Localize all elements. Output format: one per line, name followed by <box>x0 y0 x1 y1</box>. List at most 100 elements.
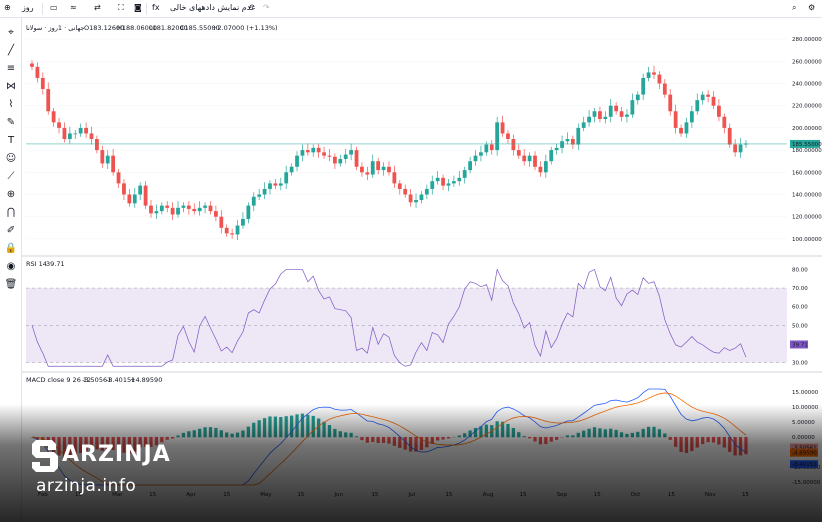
candle-body <box>641 77 646 95</box>
pattern-icon[interactable]: ⋈ <box>6 81 16 92</box>
candle-body <box>143 185 148 206</box>
ruler-icon[interactable]: ⟋ <box>7 171 15 182</box>
x-tick-label: Sep <box>557 492 568 498</box>
candle-body <box>100 150 105 164</box>
candle-body <box>424 188 429 195</box>
candle-body <box>154 211 159 214</box>
lock-drawing-icon[interactable]: ✐ <box>6 225 16 236</box>
ohlc-close: C185.55000 <box>180 24 220 32</box>
candle-body <box>538 166 543 173</box>
candle-body <box>435 177 440 182</box>
brush-icon[interactable]: ✎ <box>6 117 16 128</box>
macd-histogram-bar <box>306 414 310 438</box>
candle-body <box>57 122 61 128</box>
price-tick-label: 200.00000 <box>792 126 822 132</box>
x-tick-label: Nov <box>705 492 716 498</box>
search-icon[interactable]: ⌕ <box>792 3 797 12</box>
candle-body <box>722 116 727 128</box>
candle-body <box>246 205 251 219</box>
rsi-title: RSI 14 <box>26 260 47 268</box>
candle-body <box>132 194 137 204</box>
macd-histogram-bar <box>446 437 451 439</box>
ohlc-low: L181.82000 <box>149 24 188 32</box>
empty-data-toggle[interactable]: عدم نمایش دادههای خالی <box>170 3 256 12</box>
price-tick-label: 180.00000 <box>792 148 822 154</box>
candle-body <box>598 111 602 120</box>
rsi-tick-label: 70.00 <box>792 286 808 292</box>
text-icon[interactable]: T <box>7 135 15 146</box>
fullscreen-icon[interactable]: ⛶ <box>118 3 124 12</box>
macd-histogram-bar <box>571 435 575 438</box>
fib-icon[interactable]: ≡ <box>6 63 16 74</box>
candle-body <box>127 194 132 204</box>
trendline-icon[interactable]: ╱ <box>7 45 15 56</box>
candle-body <box>322 152 326 156</box>
macd-histogram-bar <box>576 432 580 438</box>
timeframe-button[interactable]: روز <box>22 3 34 12</box>
zoom-icon[interactable]: ⊕ <box>6 189 16 200</box>
x-tick-label: Aug <box>483 492 494 498</box>
macd-histogram-bar <box>603 429 607 438</box>
macd-histogram-bar <box>338 431 342 438</box>
macd-histogram-bar <box>241 430 245 438</box>
chart-type-icon[interactable]: ▭ <box>50 3 58 12</box>
compare-icon[interactable]: ⇄ <box>94 3 101 12</box>
eye-icon[interactable]: ◉ <box>6 261 16 272</box>
redo-icon[interactable]: ↷ <box>263 3 270 12</box>
candle-body <box>78 127 83 134</box>
ohlc-change: +2.07000 (+1.13%) <box>212 24 278 32</box>
fx-button[interactable]: fx <box>152 3 160 12</box>
ohlc-open: O183.12600 <box>84 24 124 32</box>
macd-histogram-bar <box>565 435 570 438</box>
macd-histogram-bar <box>381 437 386 443</box>
macd-histogram-bar <box>408 437 413 452</box>
candle-body <box>332 156 337 164</box>
candle-body <box>208 205 213 212</box>
macd-histogram-bar <box>333 428 337 438</box>
candle-body <box>176 207 180 215</box>
macd-histogram-bar <box>538 437 543 445</box>
macd-histogram-bar <box>257 420 261 438</box>
x-tick-label: Jul <box>408 492 416 498</box>
rsi-tick-label: 50.00 <box>792 323 808 329</box>
candle-body <box>343 154 348 159</box>
price-tick-label: 140.00000 <box>792 193 822 199</box>
macd-histogram-bar <box>641 428 645 438</box>
rsi-tick-label: 60.00 <box>792 305 808 311</box>
candle-body <box>30 63 34 67</box>
macd-histogram-bar <box>706 437 710 443</box>
macd-histogram-bar <box>230 433 234 438</box>
macd-histogram-bar <box>322 421 326 438</box>
macd-histogram-bar <box>684 437 689 453</box>
candle-body <box>197 207 202 212</box>
lock-icon[interactable]: 🔒 <box>4 243 18 254</box>
emoji-icon[interactable]: ☺ <box>5 153 17 164</box>
candle-body <box>592 111 597 117</box>
add-symbol-icon[interactable]: ⊕ <box>4 3 11 12</box>
candle-body <box>192 208 197 212</box>
macd-histogram-bar <box>533 437 537 442</box>
indicators-icon[interactable]: ≈ <box>70 3 77 12</box>
candle-body <box>278 183 283 186</box>
macd-histogram-bar <box>403 437 407 450</box>
macd-histogram-bar <box>273 416 278 438</box>
candle-body <box>397 183 402 189</box>
settings-icon[interactable]: ⚙ <box>808 3 816 12</box>
candle-body <box>679 127 683 134</box>
trash-icon[interactable]: 🗑 <box>4 279 18 290</box>
macd-histogram-bar <box>711 437 716 443</box>
crosshair-icon[interactable]: ⌖ <box>8 27 14 38</box>
candle-body <box>587 116 591 123</box>
candle-body <box>235 225 240 235</box>
undo-icon[interactable]: ↶ <box>248 3 255 12</box>
magnet-icon[interactable]: ⋂ <box>6 207 16 218</box>
macd-histogram-bar <box>392 437 397 446</box>
macd-histogram-bar <box>187 431 191 438</box>
candle-body <box>614 105 619 112</box>
macd-histogram-bar <box>733 437 737 456</box>
camera-icon[interactable]: ◙ <box>134 3 142 12</box>
macd-histogram-bar <box>522 436 526 438</box>
shapes-icon[interactable]: ⌇ <box>8 99 14 110</box>
candle-body <box>581 122 586 128</box>
